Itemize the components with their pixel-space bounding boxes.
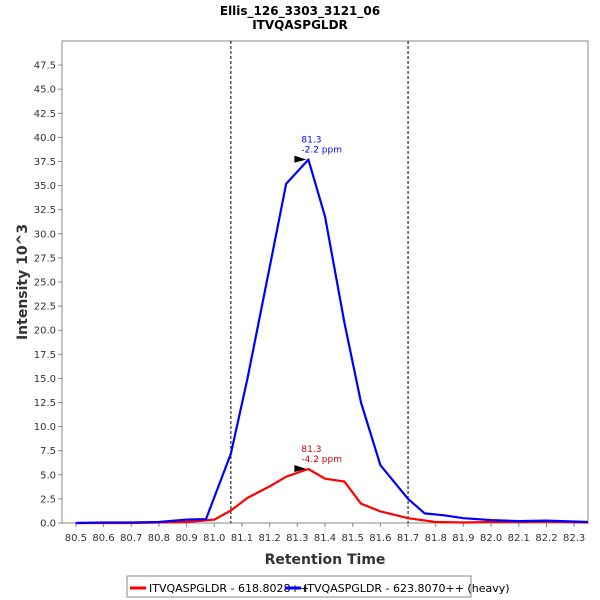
chart-title: Ellis_126_3303_3121_06 (220, 4, 380, 19)
apex-label: 81.3 (301, 445, 321, 455)
apex-marker (294, 155, 307, 163)
x-tick-label: 81.9 (452, 533, 474, 544)
legend: ITVQASPGLDR - 618.8028++ ITVQASPGLDR - 6… (126, 575, 510, 598)
chart-subtitle: ITVQASPGLDR (252, 18, 348, 32)
x-tick-label: 80.5 (65, 533, 87, 544)
x-tick-label: 81.3 (286, 533, 308, 544)
x-tick-label: 82.0 (480, 533, 502, 544)
x-tick-label: 81.2 (258, 533, 280, 544)
y-tick-label: 22.5 (34, 302, 56, 313)
y-tick-label: 5.0 (40, 470, 56, 481)
x-tick-label: 81.0 (203, 533, 225, 544)
y-tick-label: 2.5 (40, 494, 56, 505)
y-tick-label: 7.5 (40, 446, 56, 457)
apex-label: -4.2 ppm (301, 455, 342, 465)
x-tick-label: 81.1 (231, 533, 253, 544)
x-axis: 80.5 80.6 80.7 80.8 80.9 81.0 81.1 81.2 81.3 81.4… (65, 523, 585, 544)
x-tick-label: 82.2 (535, 533, 557, 544)
x-tick-label: 81.8 (425, 533, 447, 544)
y-tick-label: 27.5 (34, 253, 56, 264)
y-tick-label: 30.0 (34, 229, 56, 240)
y-axis: 0.0 2.5 5.0 7.5 10.0 12.5 15.0 17.5 20.0 22.5 25.0… (34, 61, 62, 530)
legend-label-heavy: ITVQASPGLDR - 623.8070++ (heavy) (304, 582, 510, 595)
x-tick-label: 81.4 (314, 533, 336, 544)
y-tick-label: 0.0 (40, 519, 56, 530)
series-line-1 (75, 158, 589, 525)
x-tick-label: 82.3 (563, 533, 585, 544)
y-tick-label: 17.5 (34, 350, 56, 361)
x-tick-label: 80.7 (120, 533, 142, 544)
y-tick-label: 42.5 (34, 109, 56, 120)
series-line-0 (75, 467, 589, 525)
x-tick-label: 80.9 (175, 533, 197, 544)
x-tick-label: 82.1 (508, 533, 530, 544)
apex-marker (294, 465, 307, 473)
y-tick-label: 37.5 (34, 157, 56, 168)
x-axis-label: Retention Time (265, 552, 386, 568)
apex-label: -2.2 ppm (301, 146, 342, 156)
x-tick-label: 81.5 (342, 533, 364, 544)
legend-label-light: ITVQASPGLDR - 618.8028++ (149, 582, 309, 595)
apex-label: 81.3 (301, 136, 321, 146)
y-tick-label: 40.0 (34, 133, 56, 144)
plot-area (61, 40, 589, 524)
x-tick-label: 80.8 (148, 533, 170, 544)
series-layer (75, 158, 589, 525)
y-tick-label: 20.0 (34, 326, 56, 337)
x-tick-label: 81.7 (397, 533, 419, 544)
y-tick-label: 15.0 (34, 374, 56, 385)
y-tick-label: 32.5 (34, 205, 56, 216)
x-tick-label: 80.6 (92, 533, 114, 544)
y-tick-label: 45.0 (34, 85, 56, 96)
peak-boundaries (230, 41, 409, 523)
y-tick-label: 35.0 (34, 181, 56, 192)
y-tick-label: 10.0 (34, 422, 56, 433)
y-axis-label: Intensity 10^3 (15, 224, 31, 340)
y-tick-label: 47.5 (34, 61, 56, 72)
x-tick-label: 81.6 (369, 533, 391, 544)
y-tick-label: 25.0 (34, 278, 56, 289)
y-tick-label: 12.5 (34, 398, 56, 409)
